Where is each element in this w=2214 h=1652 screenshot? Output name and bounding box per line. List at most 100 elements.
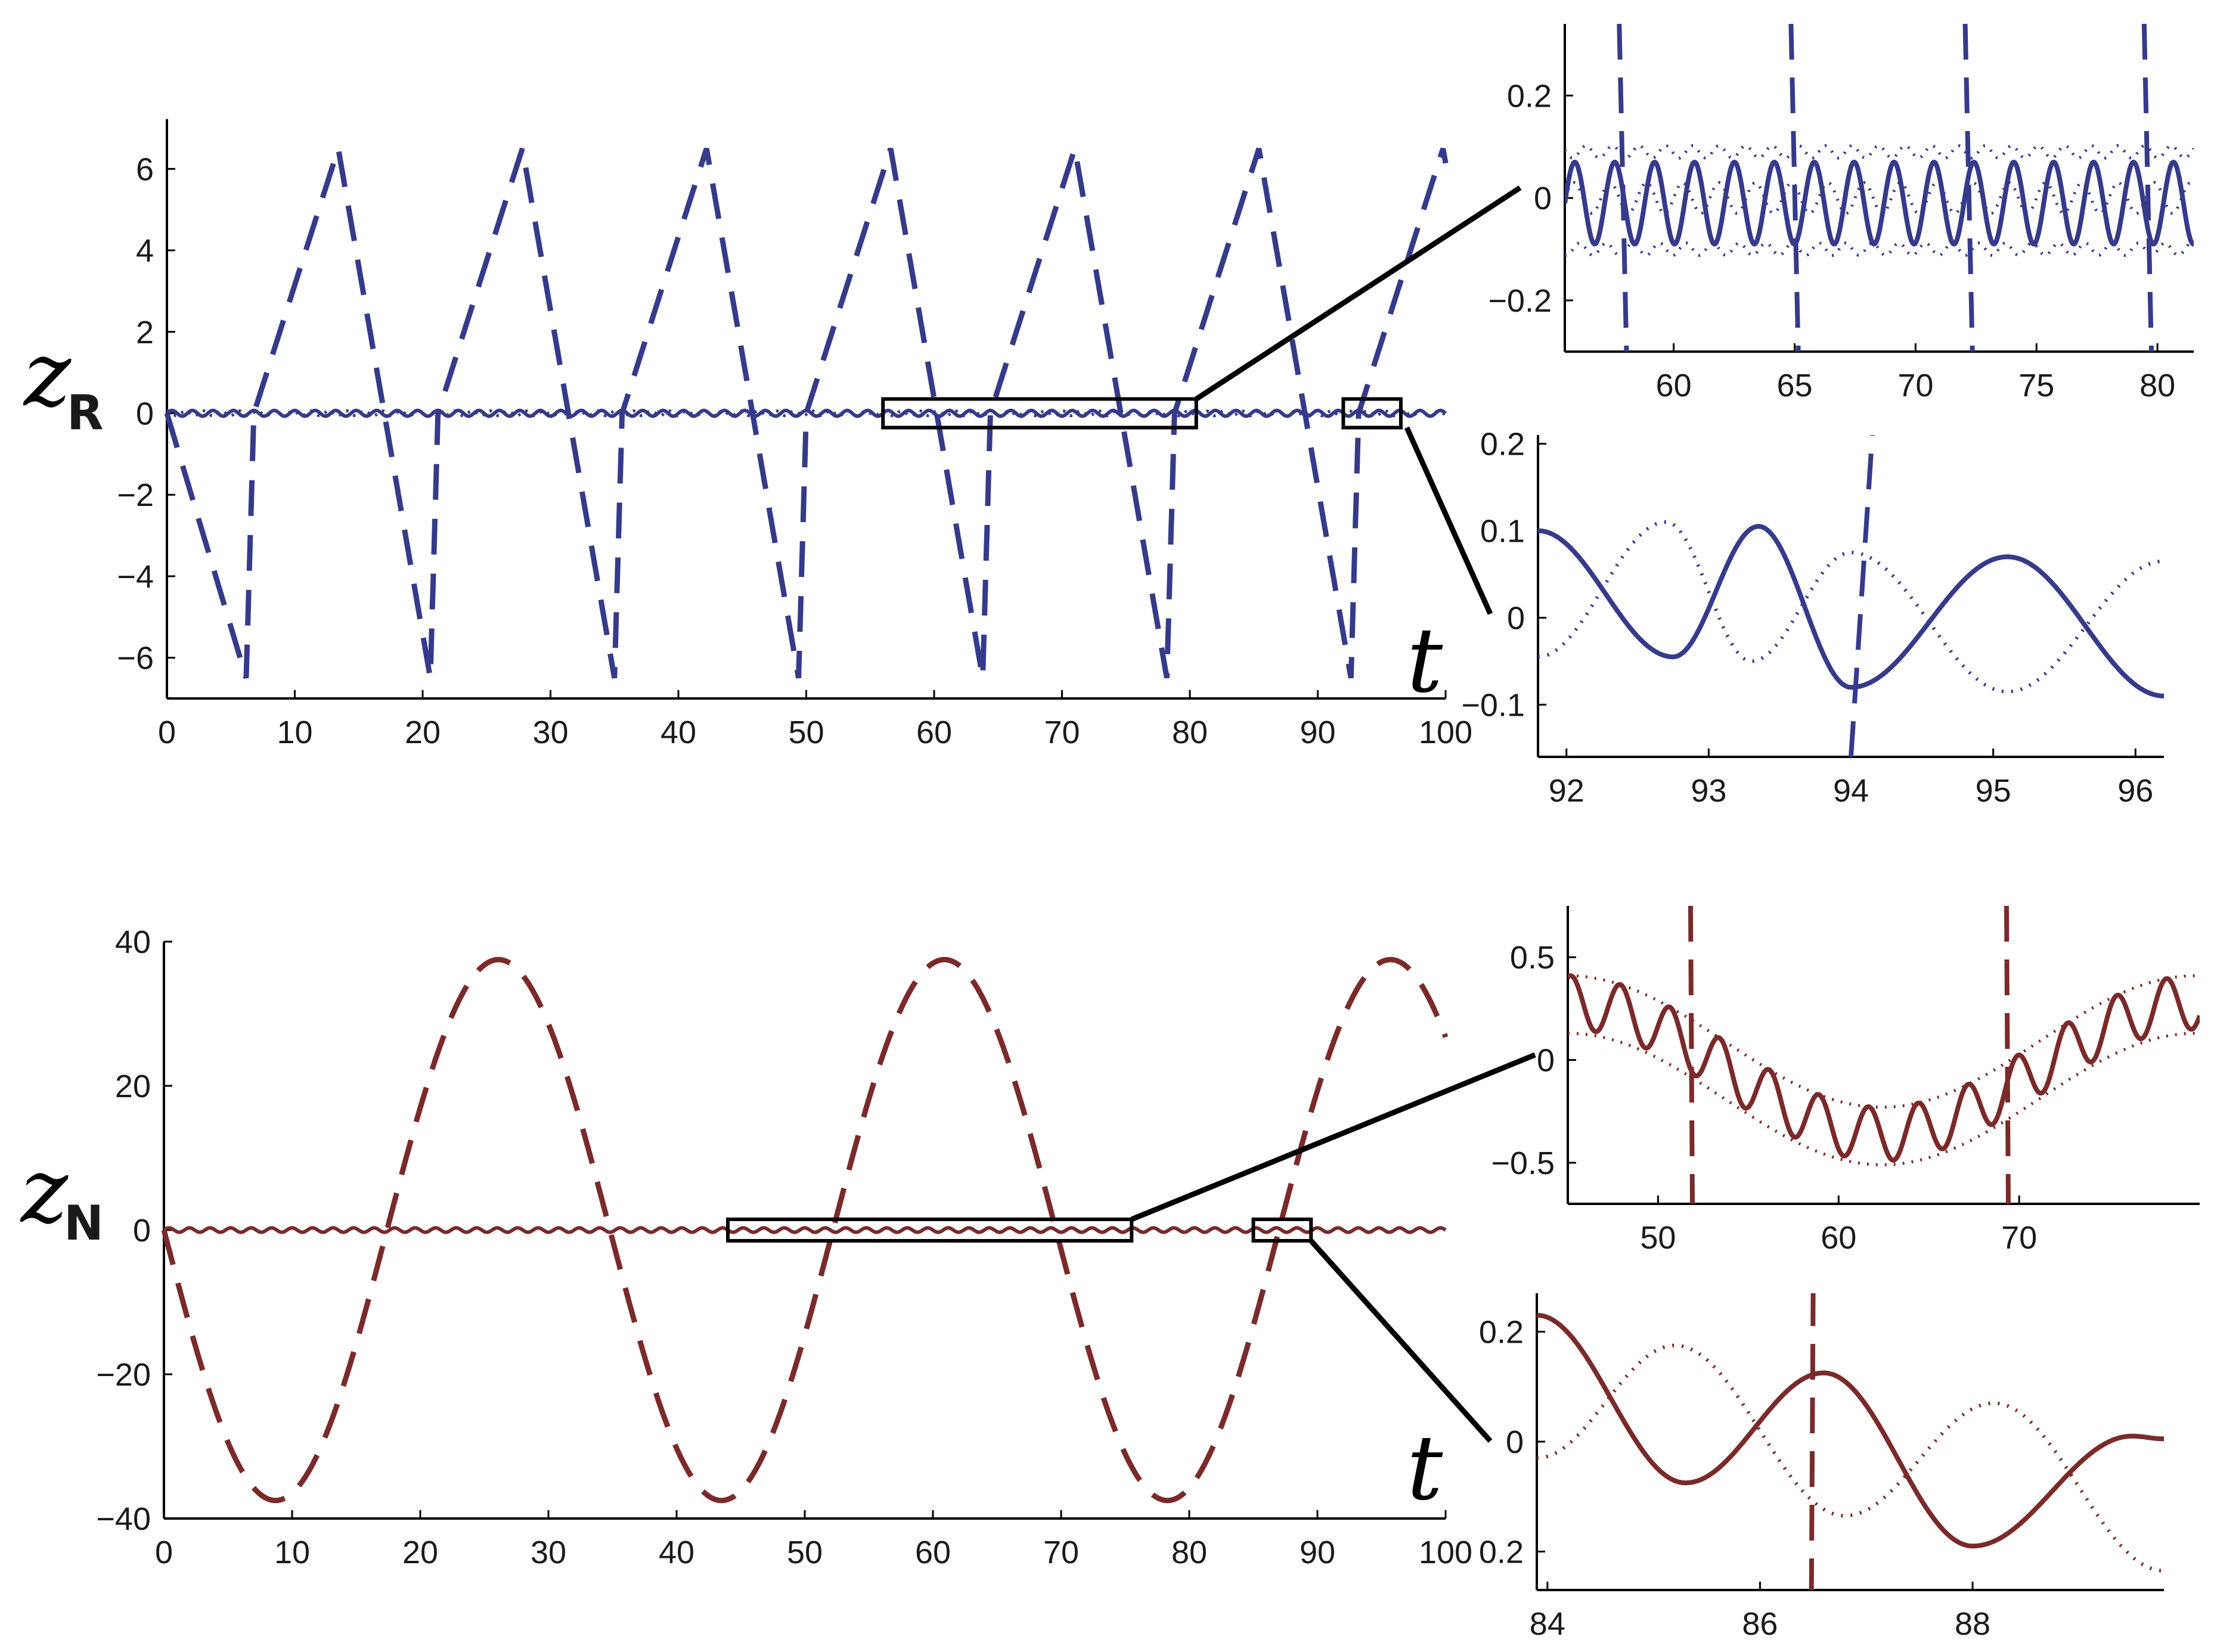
bottom-inset-1-ticks: 50 60 70 −0.5 0 0.5 bbox=[1491, 940, 2037, 1256]
x-tick-label: 10 bbox=[277, 715, 312, 750]
x-tick-label: 92 bbox=[1549, 773, 1584, 809]
inset-dotted-band bbox=[1568, 974, 2200, 1109]
x-tick-label: 40 bbox=[659, 1535, 694, 1570]
x-tick-label: 80 bbox=[1172, 715, 1208, 750]
x-tick-label: 75 bbox=[2018, 368, 2054, 403]
top-main-panel: 0 10 20 30 40 50 60 70 80 90 100 −6 −4 −2 0 2 4 6 bbox=[117, 119, 1472, 750]
zoom-connector-line bbox=[1404, 426, 1493, 615]
x-tick-label: 50 bbox=[788, 715, 824, 750]
zoom-connector-line bbox=[1195, 185, 1522, 402]
inset-dotted-band bbox=[1565, 181, 2194, 215]
zoom-box bbox=[1251, 1218, 1313, 1243]
x-tick-label: 70 bbox=[2001, 1220, 2037, 1256]
y-tick-label: −2 bbox=[117, 477, 154, 513]
y-tick-label: 0 bbox=[1506, 1424, 1524, 1460]
x-tick-label: 94 bbox=[1833, 773, 1869, 809]
zn-dashed-series bbox=[161, 957, 1449, 1504]
y-tick-label: −4 bbox=[117, 559, 154, 595]
y-tick-label: 0 bbox=[1507, 600, 1525, 636]
zoom-box bbox=[881, 397, 1198, 430]
bottom-main-panel: 0 10 20 30 40 50 60 70 80 90 100 −40 −20 0 20 40 bbox=[96, 924, 1472, 1570]
top-main-series bbox=[164, 147, 1449, 679]
x-tick-label: 70 bbox=[1043, 1535, 1079, 1570]
z-r-subscript: R bbox=[67, 385, 104, 440]
top-inset-1-panel: 60 65 70 75 80 −0.2 0 0.2 bbox=[1488, 24, 2194, 403]
inset-vertical-dash bbox=[1849, 435, 1875, 757]
x-tick-label: 30 bbox=[531, 1535, 566, 1570]
y-tick-label: 0 bbox=[136, 396, 154, 432]
y-tick-label: −0.2 bbox=[1488, 283, 1552, 319]
y-tick-label: 0.2 bbox=[1480, 427, 1525, 462]
x-tick-label: 0 bbox=[158, 715, 176, 750]
bottom-t-label: t bbox=[1407, 1417, 1443, 1520]
inset-dotted-band bbox=[1565, 144, 2194, 160]
z-n-subscript: N bbox=[64, 1195, 104, 1251]
x-tick-label: 40 bbox=[661, 715, 696, 750]
x-tick-label: 0 bbox=[155, 1535, 173, 1570]
x-tick-label: 80 bbox=[2139, 368, 2175, 403]
inset-vertical-dash bbox=[1788, 24, 1801, 352]
zoom-connector-line bbox=[1308, 1238, 1493, 1443]
y-tick-label: 0.2 bbox=[1479, 1315, 1524, 1350]
y-tick-label: 0 bbox=[1537, 1043, 1555, 1079]
x-tick-label: 100 bbox=[1419, 715, 1472, 750]
x-tick-label: 93 bbox=[1691, 773, 1726, 809]
inset-vertical-dash bbox=[2004, 906, 2011, 1204]
inset-solid-series bbox=[1568, 973, 2200, 1163]
x-tick-label: 65 bbox=[1776, 368, 1812, 403]
x-tick-label: 84 bbox=[1530, 1606, 1565, 1642]
zoom-connectors bbox=[1130, 185, 1536, 1443]
zoom-box bbox=[1341, 397, 1403, 430]
top-main-zoom-boxes bbox=[881, 397, 1403, 430]
y-tick-label: 0 bbox=[133, 1213, 151, 1249]
x-tick-label: 80 bbox=[1171, 1535, 1207, 1570]
x-tick-label: 95 bbox=[1976, 773, 2011, 809]
inset-vertical-dash bbox=[1688, 906, 1695, 1204]
y-tick-label: 0.2 bbox=[1479, 1534, 1524, 1570]
x-tick-label: 100 bbox=[1419, 1535, 1472, 1570]
inset-vertical-dash bbox=[1809, 1293, 1816, 1590]
inset-vertical-dash bbox=[2141, 24, 2154, 352]
zn-solid-series bbox=[163, 1226, 1447, 1234]
y-tick-label: 6 bbox=[136, 151, 154, 187]
top-inset-1-ticks: 60 65 70 75 80 −0.2 0 0.2 bbox=[1488, 78, 2175, 403]
zoom-box bbox=[726, 1218, 1134, 1243]
x-tick-label: 10 bbox=[274, 1535, 310, 1570]
zr-dotted-series bbox=[166, 409, 1447, 418]
x-tick-label: 70 bbox=[1044, 715, 1080, 750]
inset-dotted-band bbox=[1565, 241, 2194, 257]
y-tick-label: −6 bbox=[117, 641, 154, 676]
y-tick-label: −0.1 bbox=[1461, 687, 1525, 723]
x-tick-label: 90 bbox=[1300, 715, 1335, 750]
x-tick-label: 70 bbox=[1897, 368, 1933, 403]
bottom-inset-2-ticks: 84 86 88 0.2 0 0.2 bbox=[1479, 1315, 1990, 1642]
x-tick-label: 20 bbox=[405, 715, 441, 750]
x-tick-label: 60 bbox=[1656, 368, 1692, 403]
x-tick-label: 60 bbox=[1821, 1220, 1856, 1256]
bottom-inset-1-panel: 50 60 70 −0.5 0 0.5 bbox=[1491, 906, 2200, 1256]
x-tick-label: 50 bbox=[787, 1535, 823, 1570]
inset-solid-series bbox=[1538, 524, 2164, 698]
y-tick-label: 0.5 bbox=[1510, 940, 1555, 976]
top-t-label: t bbox=[1407, 609, 1443, 713]
z-n-symbol: z bbox=[20, 1139, 69, 1243]
y-tick-label: 20 bbox=[115, 1069, 151, 1104]
y-tick-label: 40 bbox=[115, 924, 151, 960]
top-inset-2-ticks: 92 93 94 95 96 −0.1 0 0.1 0.2 bbox=[1461, 427, 2153, 809]
x-tick-label: 20 bbox=[402, 1535, 438, 1570]
zr-dashed-series bbox=[164, 147, 1449, 679]
y-tick-label: 0.1 bbox=[1480, 514, 1525, 549]
inset-solid-series bbox=[1565, 159, 2194, 247]
zr-solid-series bbox=[166, 408, 1447, 418]
top-inset-2-panel: 92 93 94 95 96 −0.1 0 0.1 0.2 bbox=[1461, 427, 2164, 809]
z-r-symbol: z bbox=[23, 323, 72, 427]
inset-solid-series bbox=[1537, 1312, 2164, 1549]
zoom-connector-line bbox=[1130, 1052, 1536, 1222]
y-tick-label: −40 bbox=[96, 1501, 151, 1537]
top-main-ticks: 0 10 20 30 40 50 60 70 80 90 100 −6 −4 −2 0 2 4 6 bbox=[117, 151, 1472, 750]
x-tick-label: 60 bbox=[916, 715, 952, 750]
x-tick-label: 90 bbox=[1300, 1535, 1335, 1570]
bottom-main-ticks: 0 10 20 30 40 50 60 70 80 90 100 −40 −20 0 20 40 bbox=[96, 924, 1472, 1570]
bottom-inset-1-series bbox=[1568, 906, 2200, 1204]
